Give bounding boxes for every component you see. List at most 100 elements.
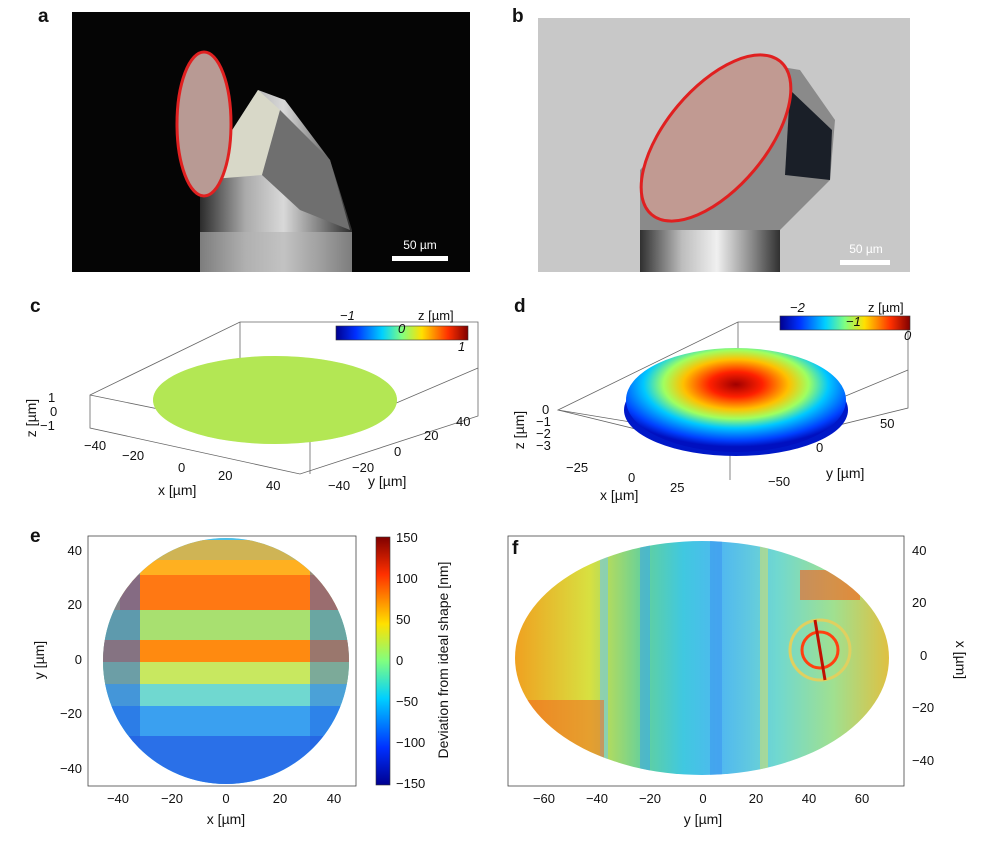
svg-text:−50: −50 — [768, 474, 790, 489]
z-tick-c-1: 0 — [50, 404, 57, 419]
svg-text:−150: −150 — [396, 776, 425, 791]
colorbar-d — [779, 315, 911, 331]
z-tick-d-2: −2 — [536, 426, 551, 441]
svg-text:40: 40 — [327, 791, 341, 806]
y-ticks-d: 50 0 −50 — [768, 416, 894, 489]
colorbar-d-tick-1: −1 — [846, 314, 861, 329]
scale-bar-label-a: 50 µm — [403, 238, 437, 252]
x-axis-label-f: y [µm] — [684, 811, 722, 827]
svg-text:50: 50 — [396, 612, 410, 627]
y-axis-label-c: y [µm] — [368, 473, 406, 489]
deviation-map-e — [103, 538, 349, 784]
svg-text:0: 0 — [396, 653, 403, 668]
svg-text:−20: −20 — [161, 791, 183, 806]
svg-text:20: 20 — [68, 597, 82, 612]
fiber-facet-b — [641, 54, 791, 222]
svg-text:50: 50 — [880, 416, 894, 431]
svg-text:20: 20 — [424, 428, 438, 443]
z-axis-label-c: z [µm] — [23, 399, 39, 437]
x-axis-label-d: x [µm] — [600, 487, 638, 503]
deviation-map-f — [515, 541, 889, 775]
colorbar-e-ticks: 150 100 50 0 −50 −100 −150 — [396, 530, 425, 791]
plot-e — [87, 535, 391, 787]
colorbar-e-label: Deviation from ideal shape [nm] — [435, 562, 451, 759]
panel-label-e: e — [30, 526, 41, 547]
svg-text:−40: −40 — [107, 791, 129, 806]
x-axis-label-c: x [µm] — [158, 482, 196, 498]
colorbar-c-title: z [µm] — [418, 308, 454, 323]
fiber-facet-a — [177, 52, 231, 196]
svg-text:0: 0 — [920, 648, 927, 663]
z-tick-d-1: −1 — [536, 414, 551, 429]
svg-text:−100: −100 — [396, 735, 425, 750]
panel-label-d: d — [514, 296, 526, 317]
svg-text:0: 0 — [75, 652, 82, 667]
colorbar-e — [375, 536, 391, 786]
surface-c-sheen — [153, 356, 397, 444]
svg-text:100: 100 — [396, 571, 418, 586]
y-ticks-e: 40 20 0 −20 −40 — [60, 543, 82, 776]
x-ticks-c: −40 −20 0 20 40 — [84, 438, 280, 493]
colorbar-c-tick-0: −1 — [340, 308, 355, 323]
svg-text:20: 20 — [218, 468, 232, 483]
panel-label-b: b — [512, 6, 524, 27]
scale-bar-b — [840, 260, 890, 265]
svg-text:40: 40 — [912, 543, 926, 558]
svg-text:−40: −40 — [912, 753, 934, 768]
colorbar-c-tick-1: 0 — [398, 321, 406, 336]
svg-text:−20: −20 — [122, 448, 144, 463]
outline-ellipse-b — [639, 53, 793, 223]
colorbar-c — [335, 325, 469, 341]
y-axis-label-d: y [µm] — [826, 465, 864, 481]
svg-text:0: 0 — [628, 470, 635, 485]
svg-text:−60: −60 — [533, 791, 555, 806]
x-ticks-e: −40 −20 0 20 40 — [107, 791, 341, 806]
svg-text:0: 0 — [394, 444, 401, 459]
svg-text:20: 20 — [749, 791, 763, 806]
colorbar-c-tick-2: 1 — [458, 339, 465, 354]
svg-text:40: 40 — [802, 791, 816, 806]
svg-text:40: 40 — [68, 543, 82, 558]
svg-text:25: 25 — [670, 480, 684, 495]
x-axis-label-e: x [µm] — [207, 811, 245, 827]
y-axis-label-f: x [µm] — [953, 641, 969, 679]
z-tick-d-0: 0 — [542, 402, 549, 417]
y-ticks-f: 40 20 0 −20 −40 — [912, 543, 934, 768]
y-ticks-c: −40 −20 0 20 40 — [328, 414, 470, 493]
svg-text:40: 40 — [456, 414, 470, 429]
svg-text:60: 60 — [855, 791, 869, 806]
svg-text:0: 0 — [178, 460, 185, 475]
scale-bar-a — [392, 256, 448, 261]
panel-label-c: c — [30, 296, 41, 317]
panel-label-f: f — [512, 538, 519, 559]
colorbar-d-title: z [µm] — [868, 300, 904, 315]
svg-text:0: 0 — [699, 791, 706, 806]
surface-c — [153, 356, 397, 444]
outline-ellipse-a — [175, 50, 233, 198]
svg-text:−20: −20 — [60, 706, 82, 721]
svg-text:−40: −40 — [586, 791, 608, 806]
svg-text:−50: −50 — [396, 694, 418, 709]
svg-text:0: 0 — [222, 791, 229, 806]
svg-text:40: 40 — [266, 478, 280, 493]
svg-text:20: 20 — [273, 791, 287, 806]
z-tick-d-3: −3 — [536, 438, 551, 453]
z-tick-c-0: 1 — [48, 390, 55, 405]
plot-f — [507, 535, 905, 787]
colorbar-d-tick-2: 0 — [904, 328, 912, 343]
panel-label-a: a — [38, 6, 49, 27]
x-ticks-d: −25 0 25 — [566, 460, 684, 495]
svg-text:−20: −20 — [912, 700, 934, 715]
svg-text:0: 0 — [816, 440, 823, 455]
svg-text:−20: −20 — [352, 460, 374, 475]
svg-text:−40: −40 — [84, 438, 106, 453]
x-ticks-f: −60 −40 −20 0 20 40 60 — [533, 791, 869, 806]
y-axis-label-e: y [µm] — [31, 641, 47, 679]
svg-text:150: 150 — [396, 530, 418, 545]
photo-a: 50 µm — [72, 12, 470, 272]
svg-text:−40: −40 — [60, 761, 82, 776]
svg-text:20: 20 — [912, 595, 926, 610]
svg-text:−20: −20 — [639, 791, 661, 806]
colorbar-d-tick-0: −2 — [790, 300, 806, 315]
